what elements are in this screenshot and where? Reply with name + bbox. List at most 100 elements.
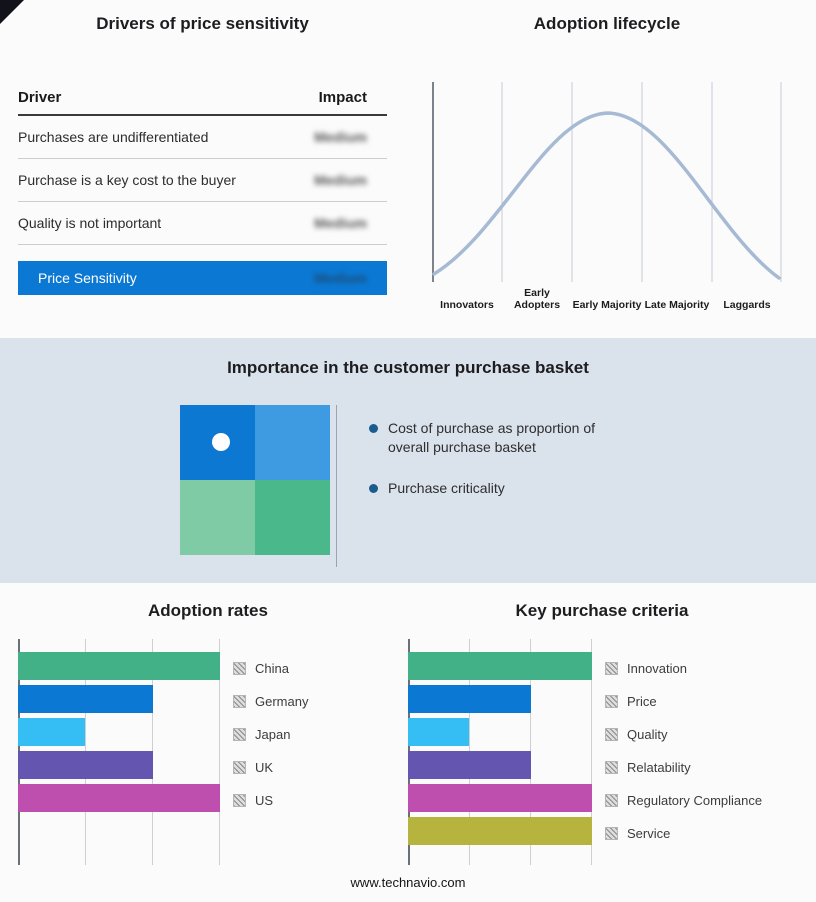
legend-swatch-icon — [605, 827, 618, 840]
bar-china — [18, 652, 220, 680]
driver-column-header: Driver — [18, 89, 62, 106]
quadrant-top-left — [180, 405, 255, 480]
legend-swatch-icon — [605, 662, 618, 675]
legend-item-germany: Germany — [233, 685, 308, 718]
legend-item-japan: Japan — [233, 718, 308, 751]
quadrant-top-right — [255, 405, 330, 480]
purchase-basket-quadrant — [180, 405, 330, 555]
impact-value: Medium — [314, 129, 367, 145]
lifecycle-stage-labels: Innovators Early Adopters Early Majority La… — [432, 282, 782, 314]
lifecycle-panel: Adoption lifecycle Innovators Early Adopt… — [432, 14, 782, 314]
stage-label: Late Majority — [644, 299, 710, 312]
legend-item-service: Service — [605, 817, 762, 850]
legend-item-regulatory-compliance: Regulatory Compliance — [605, 784, 762, 817]
quadrant-bottom-right — [255, 480, 330, 555]
quadrant-bottom-left — [180, 480, 255, 555]
corner-fold-decoration — [0, 0, 24, 24]
bar-quality — [408, 718, 470, 746]
bullet-item: Purchase criticality — [369, 479, 637, 498]
bullet-text: Cost of purchase as proportion of overal… — [388, 420, 596, 455]
bullet-text: Purchase criticality — [388, 479, 505, 496]
legend-label: Germany — [255, 694, 309, 709]
driver-label: Purchases are undifferentiated — [18, 129, 209, 145]
legend-label: Quality — [627, 727, 668, 742]
drivers-table-rows: Purchases are undifferentiated Medium Purc… — [18, 116, 387, 245]
legend-label: UK — [255, 760, 274, 775]
drivers-table-header: Driver Impact — [18, 89, 387, 116]
bar-innovation — [408, 652, 592, 680]
bullet-item: Cost of purchase as proportion of overal… — [369, 419, 637, 457]
stage-label: Early Adopters — [513, 286, 561, 312]
footer-url: www.technavio.com — [350, 875, 466, 890]
legend-label: Japan — [255, 727, 291, 742]
drivers-title: Drivers of price sensitivity — [96, 14, 309, 33]
driver-row: Quality is not important Medium — [18, 202, 387, 245]
legend-swatch-icon — [605, 728, 618, 741]
lifecycle-title: Adoption lifecycle — [533, 14, 681, 33]
bar-relatability — [408, 751, 531, 779]
driver-label: Quality is not important — [18, 215, 162, 231]
adoption-rates-title: Adoption rates — [148, 601, 268, 620]
driver-row: Purchases are undifferentiated Medium — [18, 116, 387, 159]
bar-regulatory-compliance — [408, 784, 592, 812]
legend-label: US — [255, 793, 274, 808]
bullet-icon — [369, 483, 378, 493]
price-sensitivity-label: Price Sensitivity — [38, 270, 137, 286]
quadrant-axis-line — [336, 405, 337, 567]
bar-price — [408, 685, 531, 713]
price-sensitivity-banner: Price Sensitivity Medium — [18, 261, 387, 295]
legend-label: Relatability — [627, 760, 691, 775]
legend-swatch-icon — [233, 761, 246, 774]
legend-swatch-icon — [233, 695, 246, 708]
stage-label: Innovators — [440, 299, 494, 312]
plot-area — [18, 639, 220, 865]
bar-uk — [18, 751, 153, 779]
legend-label: China — [255, 661, 289, 676]
driver-row: Purchase is a key cost to the buyer Mediu… — [18, 159, 387, 202]
lifecycle-bell-curve-chart — [432, 82, 782, 282]
chart-body: Innovation Price Quality Relatability Regula… — [408, 639, 796, 865]
basket-content: Cost of purchase as proportion of overal… — [180, 405, 637, 567]
bullet-icon — [369, 424, 378, 433]
basket-bullets: Cost of purchase as proportion of overal… — [369, 405, 637, 567]
legend-swatch-icon — [233, 662, 246, 675]
legend-item-relatability: Relatability — [605, 751, 762, 784]
position-dot — [212, 433, 230, 451]
basket-section: Importance in the customer purchase bask… — [0, 338, 816, 583]
legend-item-us: US — [233, 784, 308, 817]
legend-swatch-icon — [605, 695, 618, 708]
adoption-rates-chart: Adoption rates China Germany Japan UK US — [18, 601, 398, 865]
legend-label: Innovation — [627, 661, 687, 676]
legend-item-price: Price — [605, 685, 762, 718]
driver-label: Purchase is a key cost to the buyer — [18, 172, 236, 188]
bar-japan — [18, 718, 86, 746]
legend-item-innovation: Innovation — [605, 652, 762, 685]
impact-value: Medium — [314, 215, 367, 231]
bar-service — [408, 817, 592, 845]
price-sensitivity-impact: Medium — [314, 270, 367, 286]
legend-item-china: China — [233, 652, 308, 685]
plot-area — [408, 639, 592, 865]
lifecycle-curve-path — [432, 111, 781, 280]
chart-body: China Germany Japan UK US — [18, 639, 398, 865]
key-purchase-criteria-chart: Key purchase criteria Innovation Price Qua… — [408, 601, 796, 865]
key-purchase-criteria-title: Key purchase criteria — [515, 601, 689, 620]
drivers-panel: Drivers of price sensitivity Driver Impa… — [18, 14, 387, 295]
bar-germany — [18, 685, 153, 713]
legend-item-quality: Quality — [605, 718, 762, 751]
legend-swatch-icon — [605, 794, 618, 807]
chart-legend: China Germany Japan UK US — [233, 639, 308, 865]
legend-swatch-icon — [233, 794, 246, 807]
legend-swatch-icon — [605, 761, 618, 774]
stage-label: Laggards — [723, 299, 771, 312]
chart-legend: Innovation Price Quality Relatability Regula… — [605, 639, 762, 865]
legend-label: Price — [627, 694, 657, 709]
impact-value: Medium — [314, 172, 367, 188]
basket-title: Importance in the customer purchase bask… — [227, 358, 589, 377]
legend-label: Regulatory Compliance — [627, 793, 763, 808]
stage-label: Early Majority — [572, 299, 642, 312]
legend-swatch-icon — [233, 728, 246, 741]
legend-label: Service — [627, 826, 671, 841]
bar-us — [18, 784, 220, 812]
